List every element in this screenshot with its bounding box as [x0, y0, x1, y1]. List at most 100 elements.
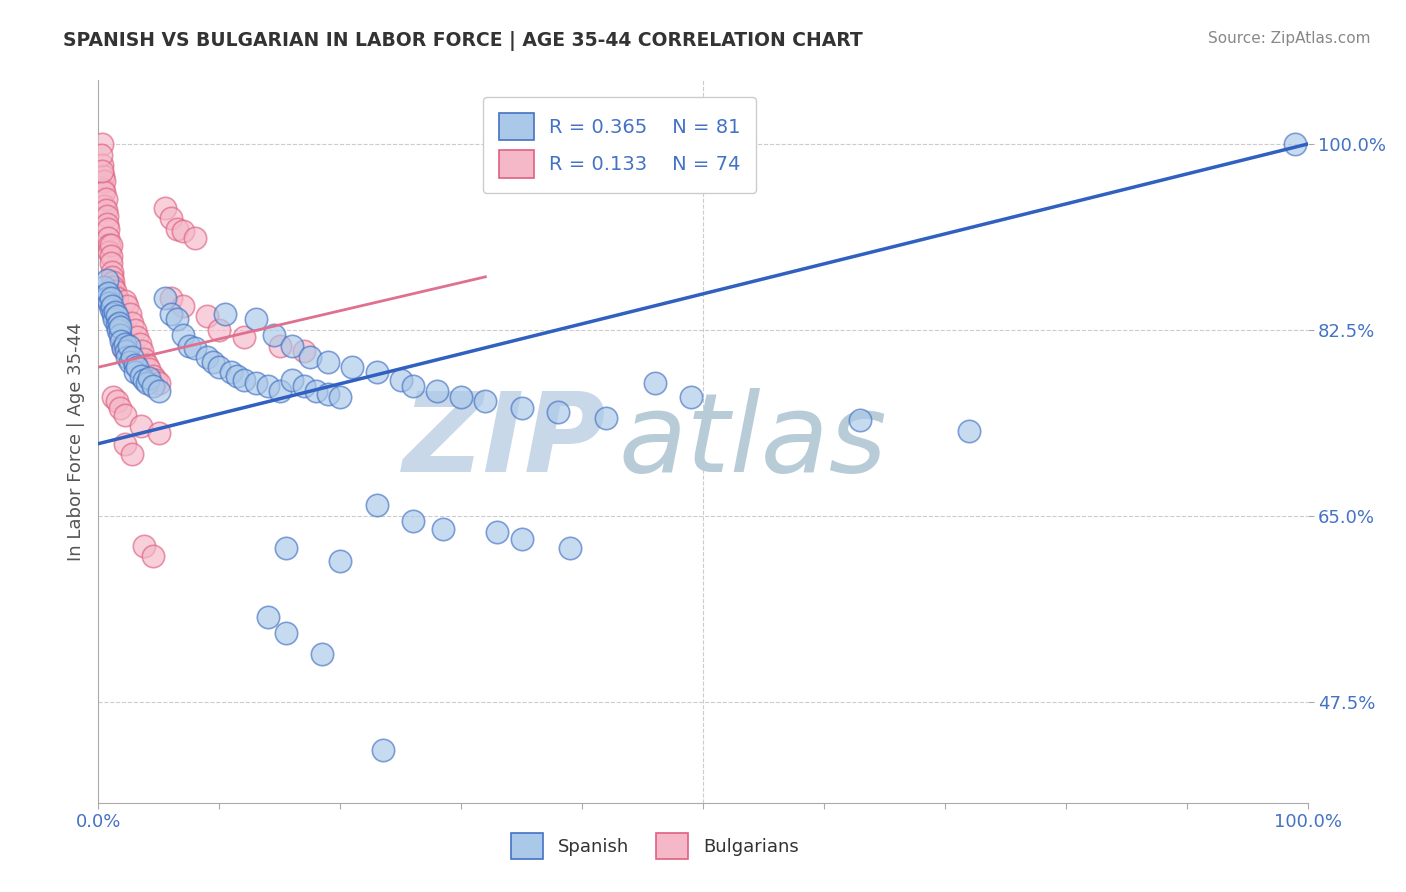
Point — [103, 288, 125, 302]
Point — [389, 373, 412, 387]
Point — [100, 249, 122, 263]
Point — [124, 366, 146, 380]
Point — [329, 390, 352, 404]
Point — [402, 379, 425, 393]
Point — [179, 339, 201, 353]
Point — [124, 358, 146, 372]
Point — [100, 238, 122, 252]
Legend: Spanish, Bulgarians: Spanish, Bulgarians — [503, 826, 806, 866]
Point — [547, 405, 569, 419]
Point — [114, 436, 136, 450]
Point — [98, 296, 121, 310]
Point — [93, 199, 115, 213]
Point — [134, 351, 156, 366]
Y-axis label: In Labor Force | Age 35-44: In Labor Force | Age 35-44 — [66, 322, 84, 561]
Point — [957, 424, 980, 438]
Point — [245, 376, 267, 390]
Point — [145, 373, 167, 387]
Point — [263, 328, 285, 343]
Point — [110, 334, 132, 348]
Point — [281, 373, 304, 387]
Point — [117, 350, 139, 364]
Point — [121, 447, 143, 461]
Point — [148, 425, 170, 440]
Point — [118, 355, 141, 369]
Point — [426, 384, 449, 398]
Point — [118, 339, 141, 353]
Point — [208, 323, 231, 337]
Point — [131, 344, 153, 359]
Point — [329, 553, 352, 567]
Point — [124, 323, 146, 337]
Point — [117, 299, 139, 313]
Point — [111, 341, 134, 355]
Point — [142, 379, 165, 393]
Point — [644, 376, 666, 390]
Point — [138, 362, 160, 376]
Point — [101, 307, 124, 321]
Point — [91, 163, 114, 178]
Point — [108, 328, 131, 343]
Point — [98, 245, 121, 260]
Point — [299, 350, 322, 364]
Point — [148, 376, 170, 390]
Point — [142, 549, 165, 564]
Point — [100, 299, 122, 313]
Point — [108, 401, 131, 415]
Point — [281, 339, 304, 353]
Point — [316, 386, 339, 401]
Point — [97, 285, 120, 300]
Point — [104, 284, 127, 298]
Point — [93, 174, 115, 188]
Point — [115, 344, 138, 359]
Point — [91, 169, 114, 183]
Point — [91, 182, 114, 196]
Point — [153, 201, 176, 215]
Point — [127, 360, 149, 375]
Point — [127, 330, 149, 344]
Point — [104, 299, 127, 313]
Point — [96, 217, 118, 231]
Point — [274, 541, 297, 555]
Point — [121, 316, 143, 330]
Point — [103, 294, 125, 309]
Point — [195, 350, 218, 364]
Point — [96, 273, 118, 287]
Point — [114, 408, 136, 422]
Point — [510, 533, 533, 547]
Point — [142, 368, 165, 383]
Point — [245, 312, 267, 326]
Point — [184, 341, 207, 355]
Point — [366, 498, 388, 512]
Point — [311, 647, 333, 661]
Point — [103, 312, 125, 326]
Point — [160, 211, 183, 226]
Point — [595, 411, 617, 425]
Point — [100, 291, 122, 305]
Point — [111, 341, 134, 355]
Point — [107, 309, 129, 323]
Point — [1284, 136, 1306, 151]
Point — [90, 147, 112, 161]
Point — [101, 275, 124, 289]
Point — [402, 514, 425, 528]
Point — [558, 541, 581, 555]
Point — [269, 339, 291, 353]
Point — [97, 230, 120, 244]
Point — [114, 336, 136, 351]
Point — [366, 366, 388, 380]
Point — [450, 390, 472, 404]
Text: ZIP: ZIP — [402, 388, 606, 495]
Point — [166, 222, 188, 236]
Point — [110, 328, 132, 343]
Point — [93, 288, 115, 302]
Point — [105, 394, 128, 409]
Point — [105, 309, 128, 323]
Point — [118, 307, 141, 321]
Point — [269, 384, 291, 398]
Point — [316, 355, 339, 369]
Point — [221, 366, 243, 380]
Point — [486, 524, 509, 539]
Point — [172, 328, 194, 343]
Point — [134, 373, 156, 387]
